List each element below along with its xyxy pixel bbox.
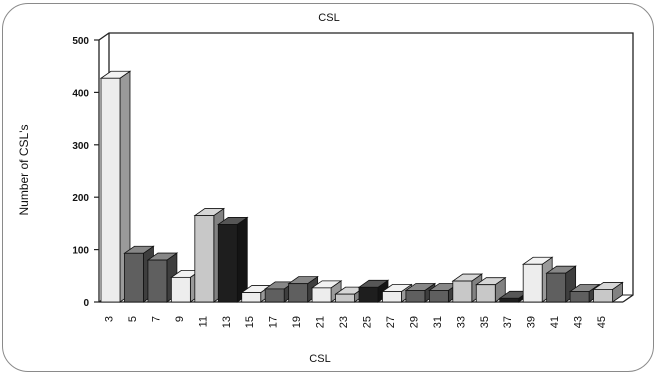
bar [311, 287, 332, 303]
x-tick-label: 33 [455, 316, 467, 328]
bar [382, 291, 402, 303]
y-axis-label: Number of CSL's [17, 125, 31, 216]
bar [288, 283, 309, 303]
bar [499, 297, 520, 303]
x-tick-label: 9 [174, 316, 186, 322]
x-tick-label: 13 [221, 316, 233, 328]
bar [358, 286, 379, 303]
x-tick-label: 45 [596, 316, 608, 328]
x-tick-label: 35 [479, 316, 491, 328]
bar [452, 280, 473, 303]
y-tick-label: 500 [72, 36, 89, 47]
x-tick-label: 3 [104, 316, 116, 322]
bar [264, 288, 285, 303]
x-tick-label: 11 [197, 316, 209, 327]
x-tick-label: 37 [502, 316, 514, 328]
x-tick-label: 21 [315, 316, 327, 328]
bar [170, 276, 191, 303]
back-wall [98, 32, 634, 303]
bar [546, 272, 567, 303]
bar [194, 215, 215, 303]
x-tick-label: 29 [408, 316, 420, 328]
x-tick-label: 41 [549, 316, 561, 328]
x-tick-label: 7 [150, 316, 162, 322]
x-tick-label: 15 [244, 316, 256, 328]
x-tick-label: 25 [362, 316, 374, 328]
x-tick-label: 31 [432, 316, 444, 328]
x-tick-label: 43 [573, 316, 585, 328]
bar [335, 293, 355, 303]
bar [569, 291, 590, 303]
bar [522, 263, 543, 303]
y-tick-label: 300 [72, 141, 89, 152]
y-tick-label: 100 [72, 246, 89, 257]
y-tick-label: 0 [83, 298, 89, 309]
x-tick-label: 39 [526, 316, 538, 328]
bar [217, 224, 238, 303]
x-tick-label: 27 [385, 316, 397, 328]
bar [475, 284, 496, 303]
y-tick-label: 400 [72, 88, 89, 99]
x-tick-label: 23 [338, 316, 350, 328]
bar [147, 259, 168, 303]
x-tick-label: 17 [268, 316, 280, 328]
chart-title: CSL [318, 12, 339, 24]
x-axis-label: CSL [309, 353, 330, 365]
bar [428, 290, 449, 303]
bar [593, 289, 613, 303]
bar [241, 292, 262, 303]
bar [124, 252, 144, 303]
bar [405, 290, 426, 303]
x-tick-label: 19 [291, 316, 303, 328]
bar [100, 77, 121, 303]
y-tick-label: 200 [72, 193, 89, 204]
x-tick-label: 5 [127, 316, 139, 322]
